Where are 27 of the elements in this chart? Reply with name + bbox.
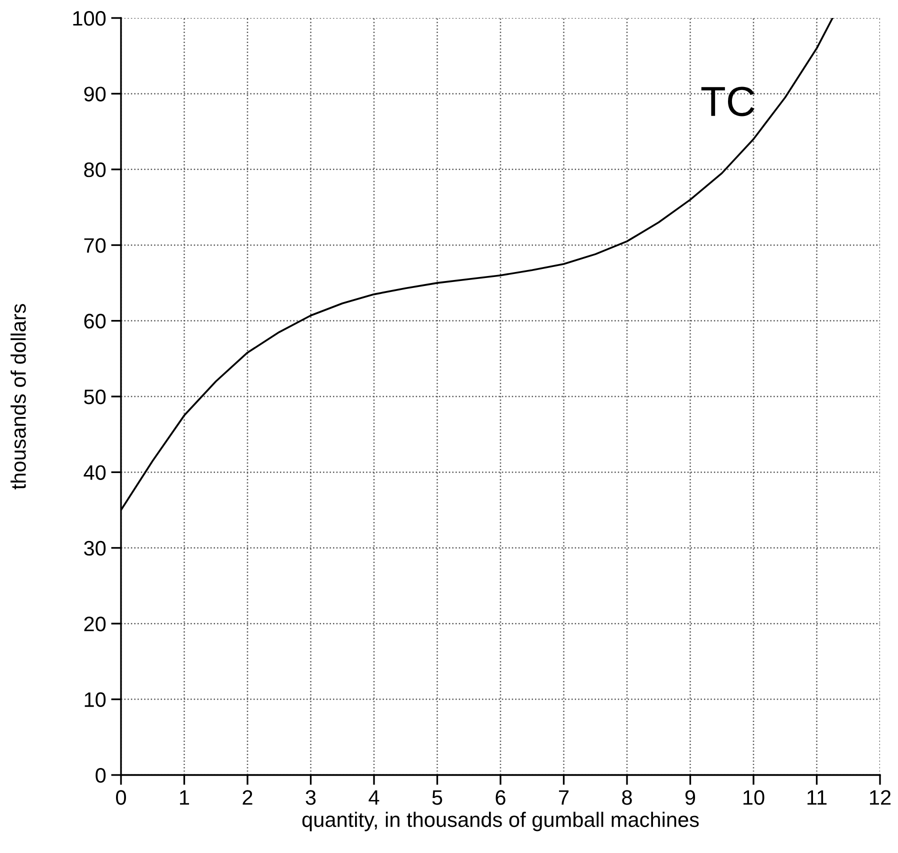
x-tick-label: 3 xyxy=(306,790,316,805)
y-tick-label: 20 xyxy=(84,616,106,632)
y-tick-label: 60 xyxy=(84,314,106,329)
x-tick-label: 5 xyxy=(432,790,442,805)
x-tick-label: 0 xyxy=(116,790,126,805)
x-tick-label: 2 xyxy=(242,790,252,805)
series-label: TC xyxy=(701,86,754,116)
x-tick-label: 9 xyxy=(685,790,696,805)
x-tick-label: 11 xyxy=(808,790,827,805)
x-tick-label: 1 xyxy=(180,790,190,805)
x-tick-label: 8 xyxy=(622,790,632,805)
x-tick-label: 12 xyxy=(870,790,891,805)
y-tick-label: 100 xyxy=(73,11,106,26)
x-tick-label: 10 xyxy=(744,790,764,805)
x-tick-label: 4 xyxy=(368,790,380,805)
y-tick-label: 0 xyxy=(96,768,106,783)
x-tick-label: 6 xyxy=(496,790,506,805)
x-axis-title: quantity, in thousands of gumball machines xyxy=(302,812,699,832)
y-tick-label: 10 xyxy=(84,692,106,708)
y-tick-label: 40 xyxy=(84,465,106,480)
y-tick-label: 50 xyxy=(84,390,106,404)
x-tick-label: 7 xyxy=(559,790,568,805)
y-tick-label: 80 xyxy=(84,162,106,178)
y-axis-title: thousands of dollars xyxy=(10,304,26,490)
y-tick-label: 70 xyxy=(84,238,106,253)
y-tick-label: 90 xyxy=(84,86,106,102)
y-tick-label: 30 xyxy=(84,540,106,556)
